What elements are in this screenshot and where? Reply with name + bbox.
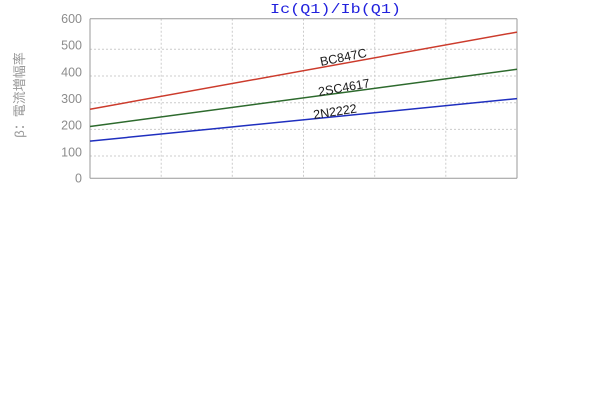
svg-text:500: 500 xyxy=(61,39,82,53)
svg-text:100: 100 xyxy=(61,145,82,159)
svg-text:400: 400 xyxy=(61,65,82,79)
svg-text:β：電流増幅率: β：電流増幅率 xyxy=(12,52,27,137)
svg-text:Ic(Q1)/Ib(Q1): Ic(Q1)/Ib(Q1) xyxy=(270,2,401,18)
svg-text:600: 600 xyxy=(61,12,82,26)
svg-text:2SC4617: 2SC4617 xyxy=(317,76,371,99)
svg-text:300: 300 xyxy=(61,92,82,106)
svg-text:200: 200 xyxy=(61,119,82,133)
svg-text:2N2222: 2N2222 xyxy=(312,102,357,122)
svg-text:0: 0 xyxy=(75,172,82,186)
